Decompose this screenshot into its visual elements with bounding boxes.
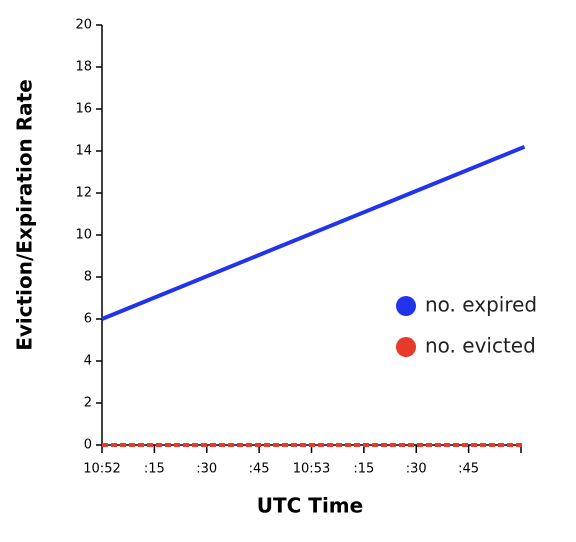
- y-tick-label: 18: [75, 60, 92, 75]
- x-tick-label: :45: [249, 462, 270, 477]
- x-tick-label: :15: [353, 462, 374, 477]
- y-tick-label: 8: [84, 270, 92, 285]
- legend-text: no. expired: [425, 293, 537, 317]
- x-axis-title: UTC Time: [257, 494, 363, 518]
- x-tick-label: :30: [406, 462, 427, 477]
- x-tick-label: :45: [458, 462, 479, 477]
- y-tick-label: 16: [75, 102, 92, 117]
- legend-marker: [396, 337, 416, 357]
- legend-text: no. evicted: [425, 334, 536, 358]
- y-tick-label: 2: [84, 396, 92, 411]
- y-tick-label: 4: [84, 354, 92, 369]
- x-tick-label: 10:52: [83, 462, 120, 477]
- y-tick-label: 14: [75, 144, 92, 159]
- y-tick-label: 0: [84, 438, 92, 453]
- x-tick-label: 10:53: [293, 462, 330, 477]
- y-tick-label: 20: [75, 18, 92, 33]
- legend-marker: [396, 296, 416, 316]
- y-axis-title: Eviction/Expiration Rate: [13, 79, 37, 351]
- y-tick-label: 6: [84, 312, 92, 327]
- y-tick-label: 10: [75, 228, 92, 243]
- data-line: [101, 144, 526, 321]
- x-tick-label: :30: [196, 462, 217, 477]
- y-tick-label: 12: [75, 186, 92, 201]
- x-tick-label: :15: [144, 462, 165, 477]
